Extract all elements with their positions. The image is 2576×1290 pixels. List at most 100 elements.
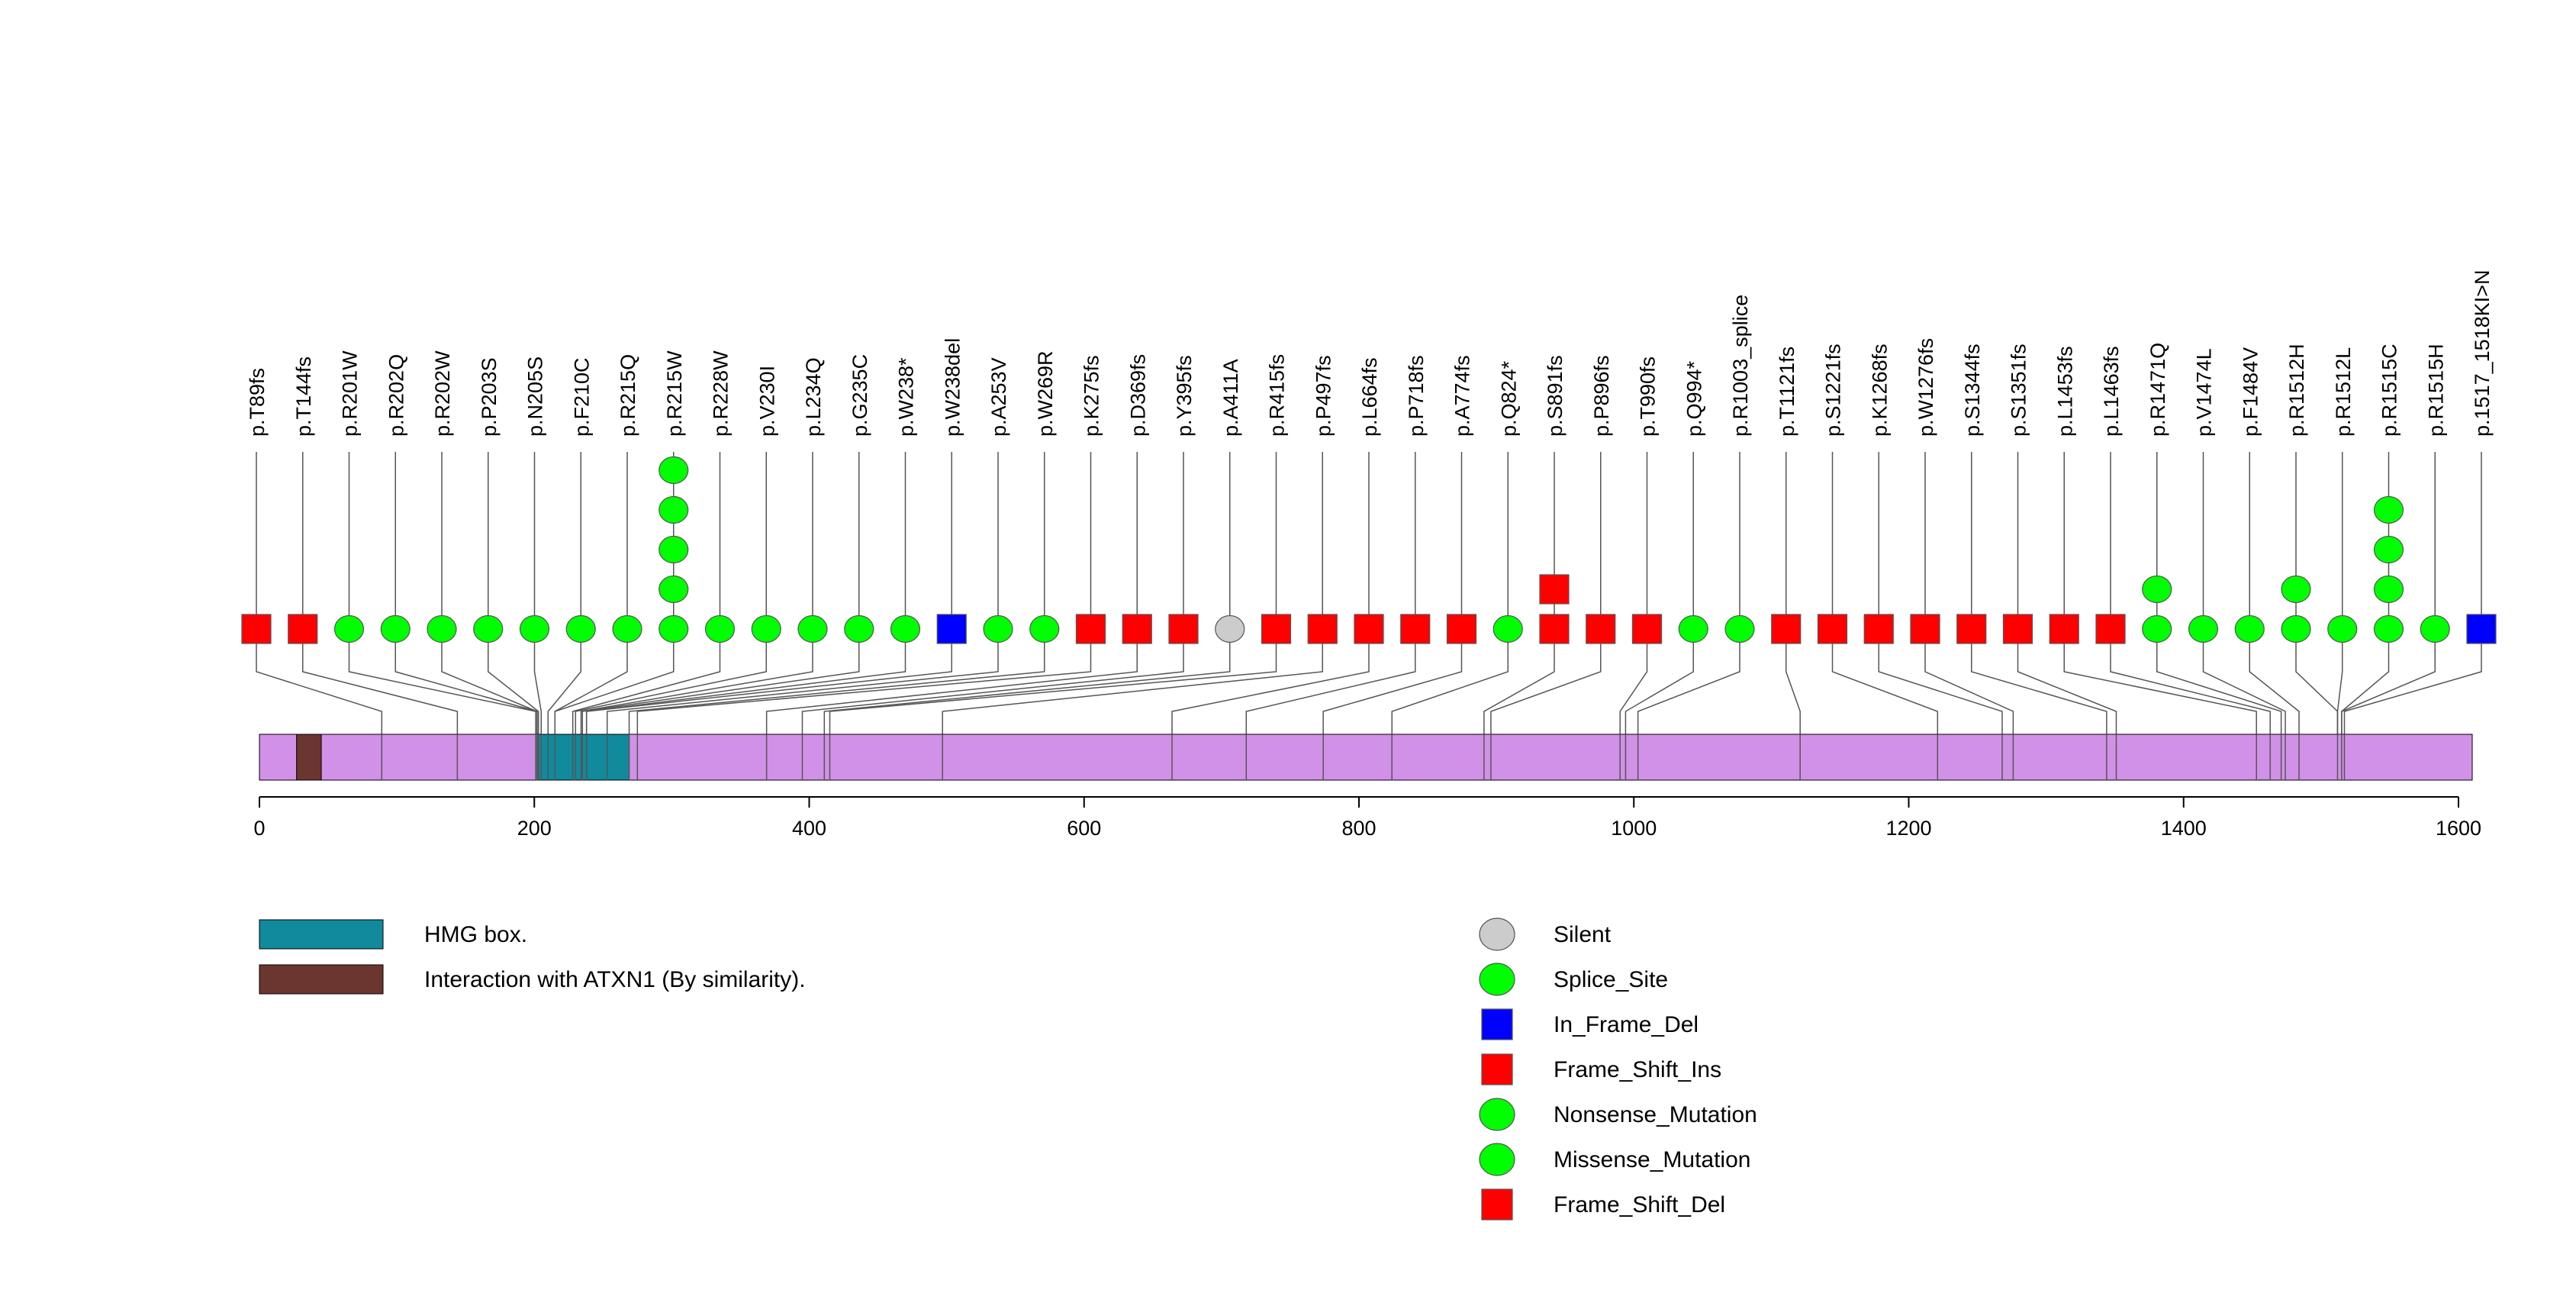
mutation-symbol-missense — [2420, 614, 2450, 643]
mutation-connector — [1624, 629, 1694, 734]
mutation-symbol-missense — [427, 614, 457, 643]
x-tick-label: 200 — [517, 817, 552, 840]
mutation-symbol-missense — [658, 456, 689, 485]
mutation-connector — [585, 629, 952, 734]
x-tick-label: 1400 — [2161, 817, 2207, 840]
mutation-legend-symbol — [1479, 918, 1515, 951]
mutation-label: p.R215W — [663, 350, 686, 437]
domain-legend-swatch — [259, 919, 384, 950]
x-tick-label: 1600 — [2436, 817, 2481, 840]
mutation-legend-label: In_Frame_Del — [1554, 1012, 1699, 1037]
mutation-symbol-in_frame_del — [936, 614, 967, 644]
x-axis: 0 200 400 600 800 1000 1200 1400 1600 — [253, 796, 2481, 840]
mutation-connector — [2110, 629, 2271, 734]
mutation-connector — [2249, 629, 2300, 734]
mutation-symbol-frame_shift — [1817, 614, 1848, 644]
mutation-connector — [636, 629, 1092, 734]
x-tick-label: 800 — [1341, 817, 1376, 840]
mutation-connector — [533, 629, 543, 734]
mutation-label: p.T144fs — [292, 356, 315, 437]
mutation-symbol-missense — [380, 614, 411, 643]
mutation-symbol-missense — [1029, 614, 1060, 643]
mutation-symbol-missense — [658, 614, 689, 643]
mutation-connector — [606, 629, 999, 734]
mutation-symbol-silent — [1215, 614, 1245, 643]
mutation-symbol-nonsense — [1678, 614, 1708, 643]
mutation-label: p.D369fs — [1126, 354, 1149, 437]
mutation-symbol-frame_shift — [1261, 614, 1292, 644]
mutation-symbol-missense — [751, 614, 781, 643]
mutation-connector — [1490, 629, 1602, 734]
mutation-label: p.P203S — [478, 357, 501, 437]
mutation-symbol-missense — [2234, 614, 2265, 643]
mutation-connector — [1878, 629, 2003, 734]
domain-legend-swatch — [259, 964, 384, 995]
mutation-symbol-missense — [473, 614, 504, 643]
mutation-connector — [554, 629, 675, 734]
mutation-label: p.P497fs — [1312, 355, 1335, 437]
mutation-connector — [1831, 629, 1939, 734]
mutation-label: p.K1268fs — [1868, 343, 1891, 437]
mutation-symbol-missense — [2373, 495, 2404, 524]
mutation-label: p.R1471Q — [2146, 343, 2169, 437]
mutation-label: p.R1512H — [2285, 343, 2308, 437]
protein-domain-0 — [536, 734, 630, 781]
mutation-symbol-frame_shift — [1863, 614, 1894, 644]
leader-lines — [256, 452, 2482, 734]
mutation-symbol-in_frame_del — [2466, 614, 2497, 644]
protein-track — [259, 734, 2473, 781]
mutation-label: p.F210C — [570, 357, 593, 437]
mutation-legend-label: Nonsense_Mutation — [1554, 1102, 1757, 1127]
mutation-connector — [572, 629, 721, 734]
mutation-connector — [1924, 629, 2014, 734]
mutation-symbol-missense — [658, 535, 689, 564]
mutation-label: p.S891fs — [1544, 355, 1567, 437]
mutation-label: p.V1474L — [2193, 348, 2216, 437]
mutation-symbol-frame_shift — [1122, 614, 1152, 644]
mutation-symbol-missense — [844, 614, 874, 643]
mutation-label: p.R1515C — [2378, 343, 2401, 437]
mutation-label: p.T89fs — [246, 368, 269, 437]
mutation-label: p.W238* — [895, 357, 918, 437]
mutation-label: p.R1515H — [2424, 343, 2447, 437]
mutation-connector — [1619, 629, 1648, 734]
mutation-label: p.R1003_splice — [1729, 295, 1752, 437]
mutation-connector — [801, 629, 1184, 734]
mutation-legend-label: Silent — [1554, 922, 1612, 947]
mutation-connector — [1322, 629, 1463, 734]
mutation-connector — [942, 629, 1323, 734]
mutation-connector — [581, 629, 860, 734]
x-tick-label: 400 — [792, 817, 826, 840]
mutation-label: p.A253V — [987, 357, 1010, 437]
mutation-symbol-missense — [333, 614, 365, 643]
mutation-legend-symbol — [1481, 1053, 1513, 1085]
mutation-legend-symbol — [1481, 1188, 1513, 1221]
mutation-symbol-frame_shift — [2002, 614, 2033, 644]
mutation-label: p.S1351fs — [2008, 343, 2030, 437]
mutation-connector — [256, 629, 383, 734]
mutation-symbol-nonsense — [1492, 614, 1523, 643]
mutation-label: p.F1484V — [2239, 347, 2262, 437]
mutation-symbols — [241, 456, 2497, 644]
mutation-connector — [2343, 629, 2482, 734]
mutation-labels: p.T89fs p.T144fs p.R201W p.R202Q p.R202W p.P2… — [246, 270, 2494, 437]
mutation-label: p.G235C — [848, 354, 871, 437]
mutation-connector — [2341, 629, 2436, 734]
mutation-connector — [1483, 629, 1555, 734]
mutation-symbol-missense — [2188, 614, 2219, 643]
mutation-connector — [348, 629, 536, 734]
mutation-label: p.S1344fs — [1961, 343, 1984, 437]
mutation-legend-label: Splice_Site — [1554, 967, 1668, 992]
mutation-symbol-splice — [1724, 614, 1755, 643]
mutation-label: p.N205S — [524, 356, 547, 437]
mutation-connector — [441, 629, 538, 734]
mutation-legend-symbol — [1479, 1098, 1515, 1131]
mutation-symbol-missense — [612, 614, 642, 643]
mutation-symbol-frame_shift — [1956, 614, 1987, 644]
mutation-symbol-missense — [519, 614, 550, 643]
mutation-legend-symbol — [1479, 1143, 1515, 1176]
mutation-symbol-frame_shift — [1307, 614, 1338, 644]
mutation-legend-label: Frame_Shift_Ins — [1554, 1057, 1721, 1082]
mutation-label: p.R202W — [431, 350, 454, 437]
